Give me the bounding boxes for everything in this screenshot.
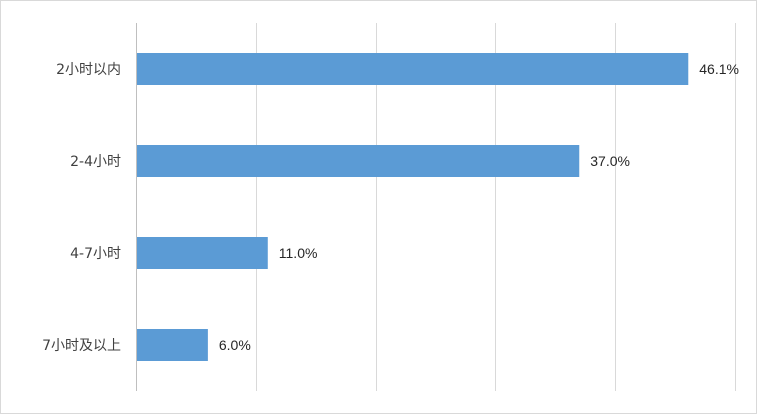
bar-4 bbox=[136, 329, 208, 361]
data-labels: 46.1% 37.0% 11.0% 6.0% bbox=[219, 61, 739, 353]
data-label-2: 37.0% bbox=[590, 153, 630, 169]
category-label-2: 2-4小时 bbox=[70, 154, 121, 170]
data-label-1: 46.1% bbox=[699, 61, 739, 77]
data-label-3: 11.0% bbox=[279, 245, 318, 261]
category-label-3: 4-7小时 bbox=[70, 246, 121, 262]
data-label-4: 6.0% bbox=[219, 337, 251, 353]
category-labels: 2小时以内 2-4小时 4-7小时 7小时及以上 bbox=[42, 62, 121, 354]
bar-1 bbox=[136, 53, 689, 85]
category-label-1: 2小时以内 bbox=[56, 62, 121, 78]
category-label-4: 7小时及以上 bbox=[42, 338, 121, 354]
bar-2 bbox=[136, 145, 580, 177]
bars bbox=[136, 53, 689, 361]
bar-3 bbox=[136, 237, 268, 269]
